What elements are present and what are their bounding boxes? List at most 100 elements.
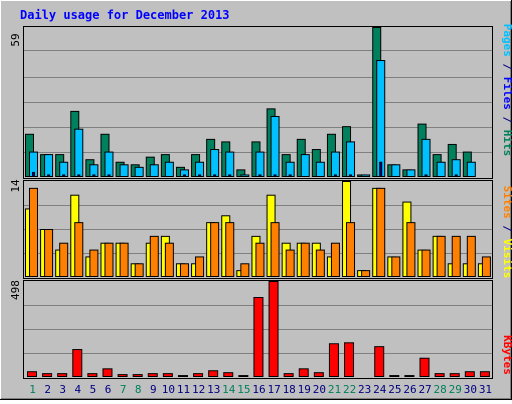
pages-bar-17 bbox=[273, 174, 277, 177]
sites-bar-12 bbox=[195, 256, 205, 277]
sites-bar-8 bbox=[134, 263, 144, 277]
day-label-17: 17 bbox=[267, 383, 280, 396]
pages-bar-24 bbox=[379, 161, 383, 177]
legend-usage-part-0: Pages bbox=[501, 24, 512, 57]
kbytes-bar-21 bbox=[328, 343, 339, 377]
day-label-11: 11 bbox=[177, 383, 190, 396]
sites-bar-19 bbox=[300, 242, 310, 277]
pages-bar-27 bbox=[424, 174, 428, 177]
files-bar-27 bbox=[421, 138, 431, 178]
legend-usage-part-1: / bbox=[501, 57, 512, 77]
kbytes-bar-15 bbox=[238, 375, 249, 378]
usage-panel-frame bbox=[23, 26, 493, 179]
kbytes-bars bbox=[27, 281, 490, 378]
pages-bar-11 bbox=[182, 174, 186, 177]
files-bar-23 bbox=[361, 174, 371, 177]
kbytes-bar-14 bbox=[223, 372, 234, 378]
legend-sites-part-2: Visits bbox=[501, 239, 512, 279]
legend-sites-part-1: / bbox=[501, 219, 512, 239]
kbytes-bar-25 bbox=[389, 375, 400, 378]
day-label-5: 5 bbox=[90, 383, 97, 396]
kbytes-bar-4 bbox=[72, 349, 83, 377]
pages-bar-22 bbox=[349, 174, 353, 177]
sites-bar-31 bbox=[481, 256, 491, 277]
sites-bar-24 bbox=[376, 187, 386, 278]
kbytes-bar-13 bbox=[208, 370, 219, 378]
day-label-10: 10 bbox=[162, 383, 175, 396]
usage-bars bbox=[25, 27, 476, 178]
kbytes-bar-6 bbox=[102, 368, 113, 377]
day-label-3: 3 bbox=[59, 383, 66, 396]
sites-bar-4 bbox=[74, 222, 84, 277]
files-bar-21 bbox=[330, 151, 340, 178]
pages-bar-21 bbox=[333, 174, 337, 177]
day-label-27: 27 bbox=[418, 383, 431, 396]
sites-bar-30 bbox=[466, 235, 476, 278]
sites-bar-26 bbox=[406, 222, 416, 277]
legend-kbytes-part-0: KBytes bbox=[501, 335, 512, 375]
files-bar-4 bbox=[74, 128, 84, 177]
kbytes-bar-10 bbox=[162, 373, 173, 378]
files-bar-29 bbox=[451, 159, 461, 177]
day-label-18: 18 bbox=[283, 383, 296, 396]
day-label-23: 23 bbox=[358, 383, 371, 396]
kbytes-bar-20 bbox=[313, 372, 324, 378]
files-bar-15 bbox=[240, 174, 250, 177]
day-label-14: 14 bbox=[222, 383, 236, 396]
day-label-13: 13 bbox=[207, 383, 220, 396]
sites-bar-29 bbox=[451, 235, 461, 278]
kbytes-bar-31 bbox=[479, 371, 490, 377]
files-bar-25 bbox=[391, 164, 401, 177]
files-bar-19 bbox=[300, 154, 310, 177]
day-label-26: 26 bbox=[403, 383, 416, 396]
sites-bar-2 bbox=[44, 229, 54, 277]
sites-bar-16 bbox=[255, 242, 265, 277]
kbytes-bar-18 bbox=[283, 373, 294, 378]
files-bar-26 bbox=[406, 169, 416, 177]
day-label-16: 16 bbox=[252, 383, 265, 396]
files-bar-28 bbox=[436, 161, 446, 177]
pages-bar-6 bbox=[107, 174, 111, 177]
kbytes-panel-frame bbox=[23, 280, 493, 379]
kbytes-bar-12 bbox=[193, 373, 204, 378]
kbytes-bar-17 bbox=[268, 281, 279, 377]
files-bar-6 bbox=[104, 151, 114, 178]
files-bar-3 bbox=[59, 161, 69, 177]
day-label-7: 7 bbox=[120, 383, 127, 396]
sites-bar-6 bbox=[104, 242, 114, 277]
pages-bar-29 bbox=[454, 174, 458, 177]
day-label-24: 24 bbox=[373, 383, 387, 396]
day-label-19: 19 bbox=[298, 383, 311, 396]
kbytes-bar-5 bbox=[87, 373, 98, 378]
sites-bar-20 bbox=[315, 249, 325, 277]
kbytes-bar-26 bbox=[404, 375, 415, 378]
legend-usage-part-3: / bbox=[501, 110, 512, 130]
sites-bar-5 bbox=[89, 249, 99, 277]
sites-bar-28 bbox=[436, 235, 446, 278]
kbytes-bar-1 bbox=[27, 371, 37, 377]
day-label-28: 28 bbox=[434, 383, 447, 396]
day-labels: 1 2 3 4 5 6 7 8 9 10 11 12 13 14 15 16 17 18 19 20 21 22 23 24 2… bbox=[29, 383, 492, 396]
day-label-4: 4 bbox=[75, 383, 82, 396]
files-bar-20 bbox=[315, 161, 325, 177]
files-bar-30 bbox=[466, 161, 476, 177]
sites-bar-22 bbox=[346, 222, 356, 277]
pages-bar-16 bbox=[258, 174, 262, 177]
files-bar-9 bbox=[149, 164, 159, 177]
pages-bar-13 bbox=[213, 174, 217, 177]
files-bar-12 bbox=[195, 161, 205, 177]
kbytes-bar-29 bbox=[449, 373, 460, 378]
sites-bar-23 bbox=[361, 270, 371, 277]
kbytes-bar-7 bbox=[117, 374, 128, 377]
day-label-29: 29 bbox=[449, 383, 462, 396]
day-label-30: 30 bbox=[464, 383, 477, 396]
pages-bar-12 bbox=[198, 174, 202, 177]
usage-max-label: 59 bbox=[9, 33, 22, 46]
files-bar-10 bbox=[164, 161, 174, 177]
day-label-1: 1 bbox=[29, 383, 36, 396]
sites-bars bbox=[25, 181, 491, 278]
kbytes-bar-30 bbox=[464, 371, 475, 377]
files-bar-24 bbox=[376, 60, 386, 177]
kbytes-bar-8 bbox=[132, 374, 143, 377]
